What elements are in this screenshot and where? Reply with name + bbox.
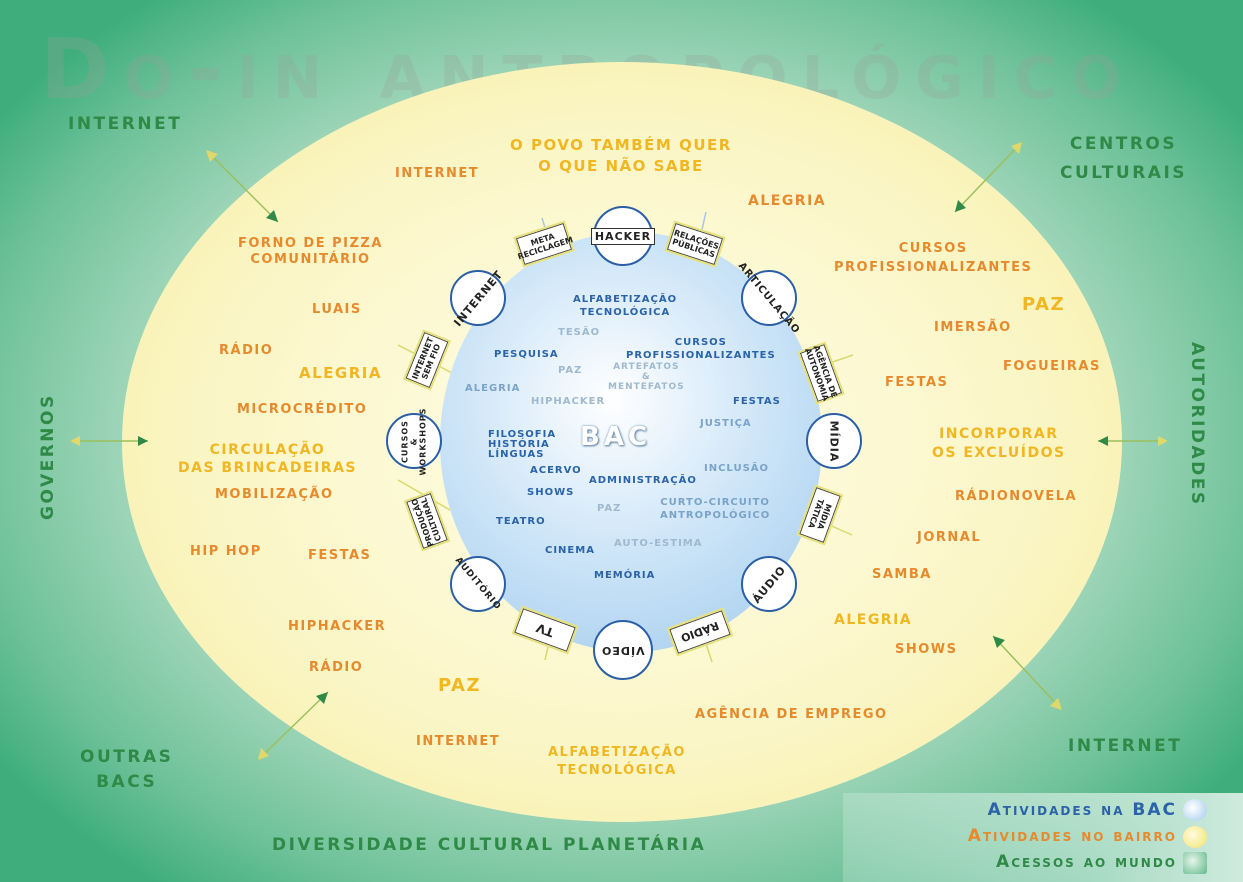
bairro-povo: O POVO TAMBÉM QUER O QUE NÃO SABE	[510, 136, 732, 175]
bac-autoestima: AUTO-ESTIMA	[614, 538, 703, 549]
bac-teatro: TEATRO	[496, 516, 546, 527]
bac-center-label: BAC	[580, 422, 652, 452]
bac-filosofia: FILOSOFIA HISTÓRIA LÍNGUAS	[488, 429, 557, 460]
bac-administracao: ADMINISTRAÇÃO	[589, 475, 697, 486]
bac-paz-2: PAZ	[597, 503, 622, 514]
arrow-centros	[954, 141, 1023, 213]
bairro-internet: INTERNET	[395, 166, 480, 181]
node-articulacao[interactable]: Articulação	[735, 260, 803, 336]
bac-cursos: CURSOS PROFISSIONALIZANTES	[626, 337, 776, 361]
world-governos: GOVERNOS	[38, 393, 58, 520]
bac-alegria: ALEGRIA	[465, 383, 521, 394]
bac-memoria: MEMÓRIA	[594, 570, 656, 581]
world-diversidade: DIVERSIDADE CULTURAL PLANETÁRIA	[272, 835, 707, 855]
bac-acervo: ACERVO	[530, 465, 582, 476]
bac-alfabetizacao: ALFABETIZAÇÃO TECNOLÓGICA	[573, 294, 678, 318]
arrow-outras	[257, 691, 329, 761]
bairro-alegria-2: ALEGRIA	[299, 364, 382, 382]
node-midia[interactable]: Mídia	[806, 413, 862, 469]
world-centros-culturais: CENTROS CULTURAIS	[1060, 134, 1188, 183]
bairro-alegria-3: ALEGRIA	[834, 612, 913, 628]
bac-artefatos: ARTEFATOS & MENTEFATOS	[608, 362, 685, 392]
legend-mundo-swatch	[1183, 852, 1207, 874]
bairro-radionovela: RÁDIONOVELA	[955, 489, 1078, 504]
bairro-festas-2: FESTAS	[308, 548, 372, 563]
bairro-jornal: JORNAL	[917, 530, 982, 545]
bac-inclusao: INCLUSÃO	[704, 463, 770, 474]
bairro-paz: PAZ	[1022, 294, 1066, 315]
bac-cinema: CINEMA	[545, 545, 595, 556]
bac-festas: FESTAS	[733, 396, 781, 407]
bairro-luais: LUAIS	[312, 302, 362, 317]
world-outras-bacs: OUTRAS BACS	[80, 747, 174, 792]
bairro-radio: RÁDIO	[219, 343, 274, 358]
bac-hiphacker: HIPHACKER	[531, 396, 606, 407]
arrow-internet-tl	[205, 149, 279, 223]
bac-paz: PAZ	[558, 365, 583, 376]
legend-mundo: Acessos ao mundo	[996, 852, 1177, 872]
node-auditorio[interactable]: Auditório	[450, 556, 506, 612]
arrow-internet-br	[992, 635, 1063, 711]
bairro-shows: SHOWS	[895, 642, 958, 657]
bairro-festas: FESTAS	[885, 375, 949, 390]
bairro-alfabetizacao: ALFABETIZAÇÃO TECNOLÓGICA	[548, 745, 686, 778]
bairro-hiphacker: HIPHACKER	[288, 619, 387, 634]
node-internet[interactable]: Internet	[450, 267, 506, 329]
bairro-internet-2: INTERNET	[416, 734, 501, 749]
node-hacker[interactable]: Hacker	[590, 206, 656, 266]
bairro-radio-2: RÁDIO	[309, 660, 364, 675]
bac-shows: SHOWS	[527, 487, 575, 498]
bairro-incorporar: INCORPORAR OS EXCLUÍDOS	[932, 426, 1066, 461]
legend	[843, 793, 1243, 882]
bairro-samba: SAMBA	[872, 567, 932, 582]
bairro-mobilizacao: MOBILIZAÇÃO	[215, 487, 334, 502]
world-internet-tl: INTERNET	[68, 114, 183, 134]
bairro-fogueiras: FOGUEIRAS	[1003, 359, 1101, 374]
legend-bairro-swatch	[1183, 826, 1207, 848]
bac-pesquisa: PESQUISA	[494, 349, 559, 360]
bairro-cursos: CURSOS PROFISSIONALIZANTES	[834, 241, 1033, 275]
legend-bac-swatch	[1183, 799, 1207, 821]
node-cursos-workshops[interactable]: Cursos & WorkShops	[386, 407, 442, 475]
world-autoridades: AUTORIDADES	[1187, 342, 1207, 507]
world-internet-br: INTERNET	[1068, 736, 1183, 756]
bairro-alegria: ALEGRIA	[748, 193, 827, 209]
bac-curto-circuito: CURTO-CIRCUITO ANTROPOLÓGICO	[660, 497, 771, 521]
bairro-circulacao: CIRCULAÇÃO DAS BRINCADEIRAS	[178, 442, 357, 476]
bairro-paz-2: PAZ	[438, 675, 482, 696]
node-audio[interactable]: Áudio	[741, 556, 797, 612]
node-video[interactable]: Vídeo	[593, 620, 653, 680]
legend-bac: Atividades na BAC	[987, 800, 1177, 820]
bairro-microcredito: MICROCRÉDITO	[237, 402, 368, 417]
bac-tesao: TESÃO	[558, 327, 601, 338]
bairro-hiphop: HIP HOP	[190, 544, 262, 559]
legend-bairro: Atividades no bairro	[967, 826, 1177, 846]
bairro-imersao: IMERSÃO	[934, 320, 1012, 335]
bairro-agencia: AGÊNCIA DE EMPREGO	[695, 707, 888, 722]
bairro-forno: FORNO DE PIZZA COMUNITÁRIO	[238, 236, 383, 267]
bac-justica: JUSTIÇA	[700, 418, 752, 429]
